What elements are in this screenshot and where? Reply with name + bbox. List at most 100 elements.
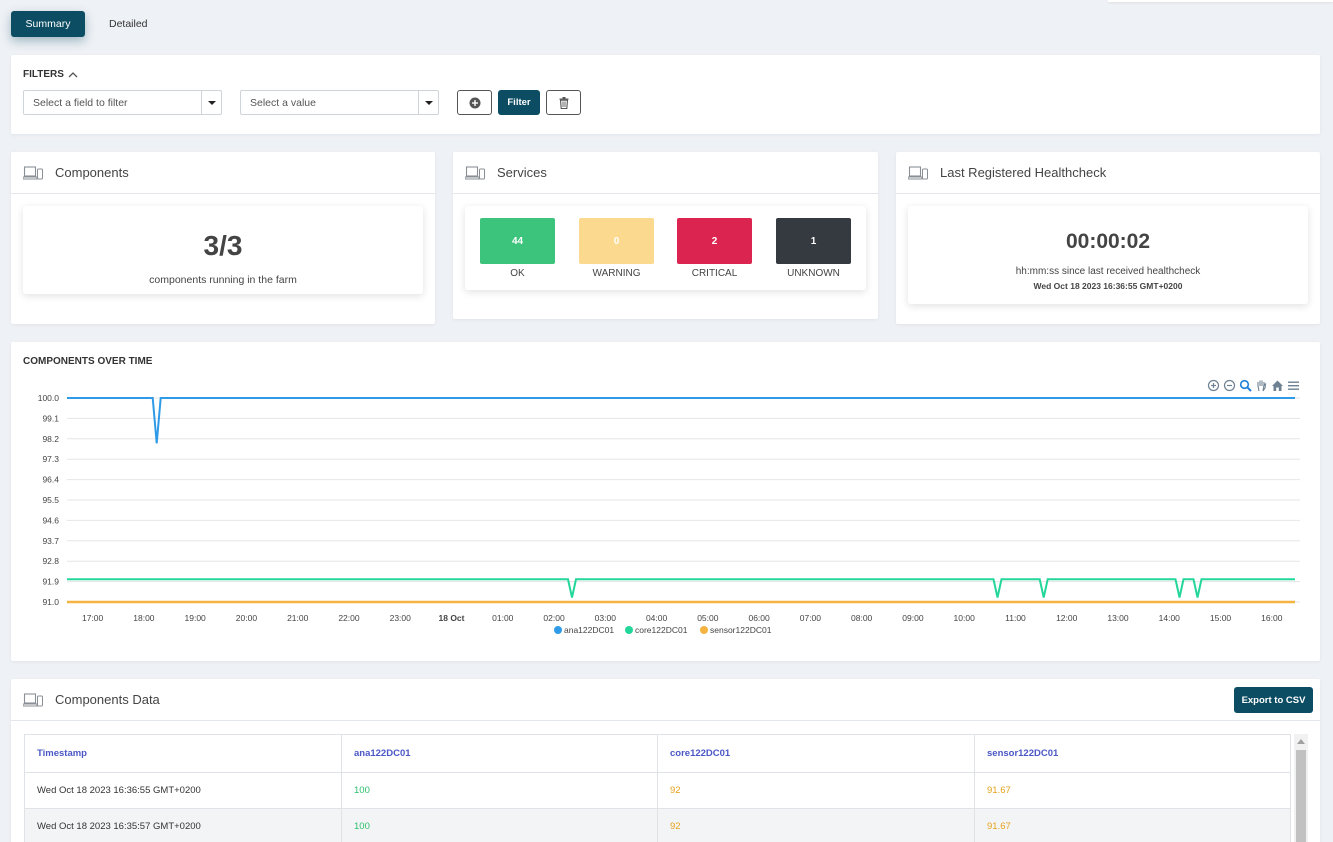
- service-critical-count[interactable]: 2: [677, 218, 752, 264]
- field-select-placeholder: Select a field to filter: [33, 96, 128, 109]
- x-tick-label: 11:00: [1005, 613, 1026, 623]
- laptop-icon: [23, 165, 43, 179]
- x-tick-label: 21:00: [287, 613, 309, 623]
- service-unknown-count[interactable]: 1: [776, 218, 851, 264]
- y-tick-label: 91.0: [42, 597, 59, 607]
- cell-sensor: 91.67: [974, 772, 1291, 809]
- scroll-up-icon[interactable]: [1297, 739, 1305, 744]
- value-select[interactable]: Select a value: [240, 90, 439, 115]
- legend-label-sensor122DC01: sensor122DC01: [710, 625, 772, 635]
- column-header-sensor[interactable]: sensor122DC01: [974, 734, 1291, 773]
- services-card-title: Services: [497, 165, 547, 180]
- filters-panel: FILTERS Select a field to filter Select …: [11, 55, 1320, 134]
- components-data-header: Components Data: [11, 679, 1320, 721]
- cell-core: 92: [657, 808, 975, 842]
- zoom-in-icon[interactable]: [1207, 379, 1220, 392]
- filters-title: FILTERS: [23, 69, 64, 80]
- caret-down-icon[interactable]: [201, 91, 221, 114]
- laptop-icon: [23, 692, 43, 706]
- pan-icon[interactable]: [1255, 379, 1268, 392]
- healthcheck-card-header: Last Registered Healthcheck: [896, 152, 1320, 194]
- plus-circle-icon: [469, 97, 480, 108]
- y-tick-label: 95.5: [42, 495, 59, 505]
- service-ok-count[interactable]: 44: [480, 218, 555, 264]
- legend-label-core122DC01: core122DC01: [635, 625, 688, 635]
- series-line-core122DC01: [67, 578, 1295, 598]
- y-tick-label: 92.8: [42, 556, 59, 566]
- cell-ana: 100: [341, 772, 658, 809]
- y-tick-label: 99.1: [42, 413, 59, 423]
- healthcheck-card-title: Last Registered Healthcheck: [940, 165, 1107, 180]
- x-tick-label: 07:00: [800, 613, 822, 623]
- zoom-out-icon[interactable]: [1223, 379, 1236, 392]
- export-csv-button[interactable]: Export to CSV: [1234, 687, 1313, 713]
- components-card: Components 3/3 components running in the…: [11, 152, 435, 324]
- x-tick-label: 20:00: [236, 613, 258, 623]
- selection-zoom-icon[interactable]: [1239, 379, 1252, 392]
- y-tick-label: 93.7: [42, 536, 59, 546]
- x-tick-label: 06:00: [748, 613, 770, 623]
- x-tick-label: 13:00: [1107, 613, 1129, 623]
- cell-sensor: 91.67: [974, 808, 1291, 842]
- cell-timestamp: Wed Oct 18 2023 16:35:57 GMT+0200: [24, 808, 342, 842]
- chart-title: COMPONENTS OVER TIME: [23, 356, 153, 367]
- cell-timestamp: Wed Oct 18 2023 16:36:55 GMT+0200: [24, 772, 342, 809]
- x-tick-label: 08:00: [851, 613, 873, 623]
- components-data-title: Components Data: [55, 692, 160, 707]
- column-header-core[interactable]: core122DC01: [657, 734, 975, 773]
- add-filter-button[interactable]: [457, 90, 492, 115]
- x-tick-label: 23:00: [390, 613, 412, 623]
- service-warning-count[interactable]: 0: [579, 218, 654, 264]
- x-tick-label: 03:00: [595, 613, 617, 623]
- y-tick-label: 91.9: [42, 577, 59, 587]
- x-tick-label: 12:00: [1056, 613, 1078, 623]
- x-tick-label: 17:00: [82, 613, 104, 623]
- clear-filters-button[interactable]: [546, 90, 581, 115]
- healthcheck-elapsed: 00:00:02: [1065, 230, 1151, 253]
- table-header-row: Timestamp ana122DC01 core122DC01 sensor1…: [24, 734, 1291, 773]
- service-ok-label: OK: [510, 268, 525, 279]
- y-tick-label: 94.6: [42, 515, 59, 525]
- y-tick-label: 100.0: [38, 393, 60, 403]
- components-count: 3/3: [203, 230, 243, 261]
- scrollbar-thumb[interactable]: [1296, 750, 1306, 842]
- view-tabs: Summary Detailed: [11, 11, 148, 37]
- top-strip: [1108, 0, 1333, 2]
- filter-button[interactable]: Filter: [498, 90, 540, 115]
- x-tick-label: 14:00: [1159, 613, 1181, 623]
- x-tick-label: 10:00: [954, 613, 976, 623]
- cell-core: 92: [657, 772, 975, 809]
- x-tick-label: 05:00: [697, 613, 719, 623]
- services-card: Services 44 OK 0 WARNING 2 CRITICAL 1 UN…: [453, 152, 878, 319]
- y-tick-label: 96.4: [42, 475, 59, 485]
- x-tick-label: 18:00: [133, 613, 155, 623]
- cell-ana: 100: [341, 808, 658, 842]
- tab-detailed[interactable]: Detailed: [109, 18, 148, 30]
- filters-toggle[interactable]: FILTERS: [23, 69, 78, 80]
- x-tick-label: 16:00: [1261, 613, 1283, 623]
- x-tick-label: 18 Oct: [439, 613, 465, 623]
- field-select[interactable]: Select a field to filter: [23, 90, 222, 115]
- tab-summary[interactable]: Summary: [11, 11, 85, 37]
- chart-toolbar: [1207, 379, 1300, 392]
- column-header-timestamp[interactable]: Timestamp: [24, 734, 342, 773]
- column-header-ana[interactable]: ana122DC01: [341, 734, 658, 773]
- caret-down-icon[interactable]: [418, 91, 438, 114]
- menu-icon[interactable]: [1287, 379, 1300, 392]
- service-critical-label: CRITICAL: [691, 268, 738, 279]
- x-tick-label: 22:00: [338, 613, 360, 623]
- x-tick-label: 01:00: [492, 613, 514, 623]
- components-data-table: Timestamp ana122DC01 core122DC01 sensor1…: [24, 734, 1291, 842]
- chevron-up-icon: [68, 71, 78, 77]
- legend-marker-core122DC01: [625, 626, 633, 634]
- service-unknown-label: UNKNOWN: [787, 268, 840, 279]
- reset-home-icon[interactable]: [1271, 379, 1284, 392]
- service-warning-label: WARNING: [592, 268, 641, 279]
- components-data-card: Components Data Export to CSV Timestamp …: [11, 679, 1320, 842]
- y-tick-label: 97.3: [42, 454, 59, 464]
- value-select-placeholder: Select a value: [250, 96, 316, 109]
- table-scrollbar[interactable]: [1294, 734, 1308, 842]
- healthcheck-summary-box: 00:00:02 hh:mm:ss since last received he…: [908, 206, 1308, 304]
- components-line-chart: 100.0 99.1 98.2 97.3 96.4 95.5 94.6 93.7 92.8 91.…: [38, 393, 1300, 635]
- y-tick-label: 98.2: [42, 434, 59, 444]
